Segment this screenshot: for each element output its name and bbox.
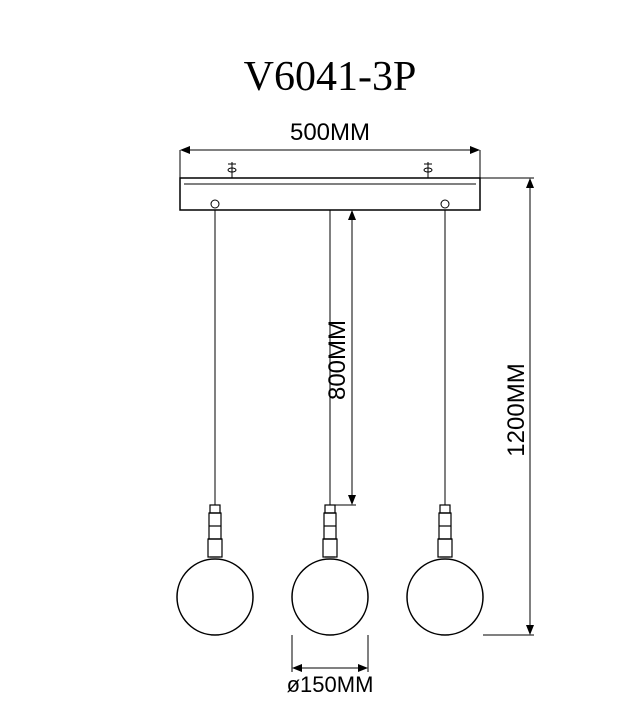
canopy bbox=[180, 178, 480, 210]
width-label: 500MM bbox=[290, 119, 370, 146]
mounting-screws bbox=[228, 162, 432, 178]
width-dimension: 500MM bbox=[180, 119, 480, 178]
cable-label: 800MM bbox=[324, 320, 351, 400]
height-label: 1200MM bbox=[503, 363, 530, 456]
cable-dimension: 800MM bbox=[324, 210, 356, 505]
height-dimension: 1200MM bbox=[480, 178, 534, 635]
ball-label: ø150MM bbox=[287, 672, 374, 697]
ball-dimension: ø150MM bbox=[287, 635, 374, 697]
product-title: V6041-3P bbox=[244, 54, 417, 100]
pendant-1 bbox=[177, 210, 253, 635]
pendant-2 bbox=[292, 210, 368, 635]
pendant-3 bbox=[407, 210, 483, 635]
diagram-svg: V6041-3P 500MM bbox=[0, 0, 619, 720]
